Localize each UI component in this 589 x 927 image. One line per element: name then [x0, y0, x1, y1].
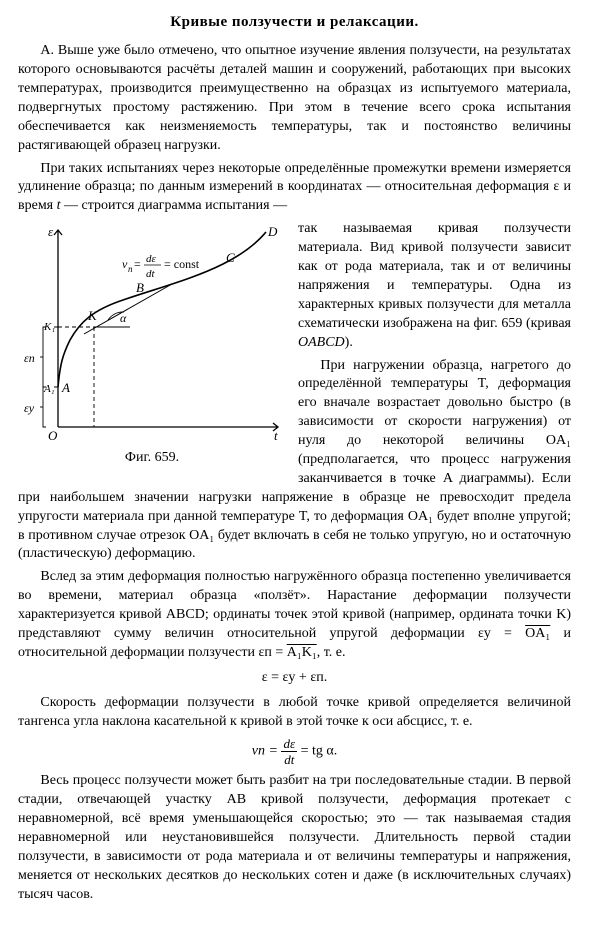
para-5: Скорость деформации ползучести в любой т…: [18, 694, 571, 732]
para-2-lead-text: При таких испытаниях через некоторые опр…: [18, 161, 571, 214]
equation-1: ε = εу + εп.: [18, 669, 571, 688]
alpha-label: α: [120, 311, 127, 325]
pt-A: A: [61, 380, 70, 395]
eq2-den: dt: [284, 752, 294, 767]
para-4c: , т. е.: [317, 645, 346, 660]
figure-caption: Фиг. 659.: [18, 449, 286, 468]
xlabel: t: [274, 428, 278, 443]
eq2-lhs: vп =: [252, 744, 282, 759]
creep-curve-svg: v п = dε dt = const ε t O A A₁ K K₁ B C …: [18, 222, 286, 447]
ey-label: εу: [24, 401, 35, 415]
ep-label: εп: [24, 351, 35, 365]
page-title: Кривые ползучести и релаксации.: [18, 12, 571, 32]
ylabel: ε: [48, 224, 54, 239]
pt-K: K: [87, 308, 98, 323]
para-4: Вслед за этим деформация полностью нагру…: [18, 568, 571, 662]
pt-K1: K₁: [43, 321, 55, 333]
para-intro: А. Выше уже было отмечено, что опытное и…: [18, 42, 571, 155]
para-6: Весь процесс ползучести может быть разби…: [18, 772, 571, 904]
origin-label: O: [48, 428, 58, 443]
pt-C: C: [226, 250, 235, 265]
svg-text:=: =: [134, 257, 141, 271]
eq2-frac: dε dt: [281, 737, 297, 766]
vn-const: = const: [164, 257, 200, 271]
eq2-num: dε: [283, 736, 295, 751]
figure-659: v п = dε dt = const ε t O A A₁ K K₁ B C …: [18, 222, 286, 468]
seg-oa1: OA₁: [525, 626, 550, 641]
para-4a: Вслед за этим деформация полностью нагру…: [18, 569, 571, 641]
para-2-lead: При таких испытаниях через некоторые опр…: [18, 160, 571, 217]
pt-A1: A₁: [43, 383, 55, 395]
pt-B: B: [136, 280, 144, 295]
equation-2: vп = dε dt = tg α.: [18, 737, 571, 766]
vn-den: dt: [146, 268, 156, 280]
vn-num: dε: [146, 253, 157, 265]
pt-D: D: [267, 224, 278, 239]
seg-a1k1: A₁K₁: [287, 645, 317, 660]
vn-sub: п: [128, 264, 133, 274]
eq2-rhs: = tg α.: [301, 744, 338, 759]
